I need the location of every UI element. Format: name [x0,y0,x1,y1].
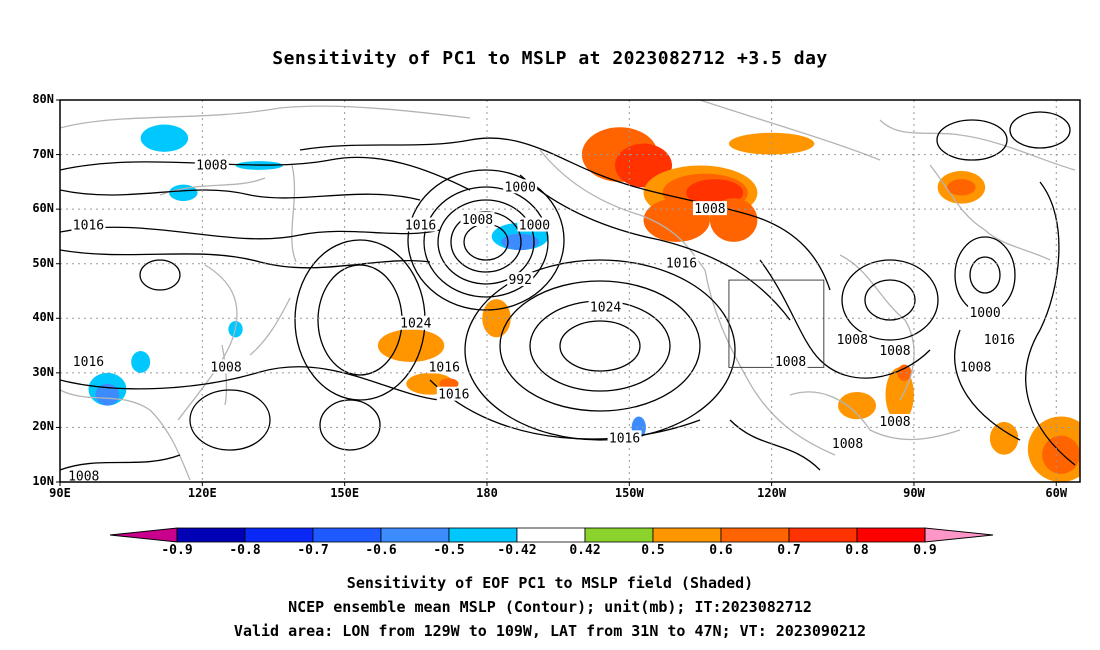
contour-label: 1008 [196,158,227,173]
shaded-region-14 [885,367,914,422]
colorbar-label: -0.5 [433,543,465,558]
colorbar-label: -0.7 [297,543,329,558]
contour-label: 1000 [505,180,536,195]
shaded-region-17 [989,421,1019,455]
lon-tick-label: 90E [49,486,71,500]
colorbar-swatch [652,527,722,543]
contour-label: 1008 [694,202,725,217]
lat-tick-label: 40N [32,310,54,325]
shaded-region-22 [140,124,189,152]
mslp-contour-layer [60,111,1076,471]
colorbar-swatch [584,527,654,543]
contour-label: 1024 [400,317,431,332]
colorbar-label: -0.8 [229,543,261,558]
contour-label: 1000 [969,306,1000,321]
colorbar-label: 0.7 [777,543,801,558]
lon-tick-label: 150E [330,486,360,500]
lat-tick-label: 30N [32,364,54,379]
shaded-region-15 [897,364,912,382]
contour-label: 1016 [73,355,104,370]
lon-tick-label: 120E [187,486,217,500]
contour-label: 1000 [519,219,550,234]
shaded-region-11 [377,329,445,362]
colorbar-label: -0.6 [365,543,397,558]
contour-label: 1016 [666,257,697,272]
colorbar-swatch [720,527,790,543]
colorbar-swatch [448,527,518,543]
footer-line-2: NCEP ensemble mean MSLP (Contour); unit(… [288,598,812,616]
shaded-region-26 [95,383,120,406]
lat-tick-label: 20N [32,419,54,434]
shaded-region-23 [169,184,198,201]
contour-label: 1008 [960,360,991,375]
colorbar [109,527,994,543]
contour-label: 992 [508,273,531,288]
footer-line-1: Sensitivity of EOF PC1 to MSLP field (Sh… [346,574,754,592]
footer-line-3: Valid area: LON from 129W to 109W, LAT f… [233,622,867,640]
colorbar-label: 0.9 [913,543,937,558]
graticule [60,100,1080,482]
contour-label: 1024 [590,300,621,315]
colorbar-label: 0.5 [641,543,665,558]
shaded-region-16 [838,391,876,420]
lat-tick-label: 50N [32,255,54,270]
colorbar-swatch [516,527,586,543]
lat-tick-label: 70N [32,146,54,161]
contour-label: 1008 [775,355,806,370]
colorbar-label: -0.42 [497,543,537,558]
chart-title: Sensitivity of PC1 to MSLP at 2023082712… [272,48,828,69]
colorbar-swatch [856,527,926,543]
contour-label: 1008 [837,333,868,348]
colorbar-swatch [176,527,246,543]
contour-label-layer: 1008 1000 1008 1008 1000 1016 1016 1016 992 1024 1… [66,157,1017,485]
colorbar-swatch [244,527,314,543]
lon-tick-label: 180 [476,486,498,500]
colorbar-label: 0.42 [569,543,601,558]
contour-label: 1016 [429,360,460,375]
colorbar-swatch [788,527,858,543]
colorbar-label: 0.6 [709,543,733,558]
shaded-region-19 [1042,435,1080,474]
colorbar-swatch [380,527,450,543]
lon-tick-label: 60W [1045,486,1068,500]
colorbar-swatch [312,527,382,543]
shaded-region-21 [501,233,540,251]
contour-label: 1016 [438,388,469,403]
contour-label: 1016 [609,431,640,446]
contour-label: 1008 [879,344,910,359]
contour-label: 1008 [462,213,493,228]
colorbar-label: -0.9 [161,543,193,558]
contour-label: 1008 [832,437,863,452]
colorbar-label: 0.8 [845,543,869,558]
shaded-region-13 [439,378,459,390]
shaded-region-27 [131,351,151,373]
shaded-region-9 [947,179,976,196]
contour-label: 1016 [984,333,1015,348]
colorbar-low-triangle [109,527,178,543]
contour-label: 1008 [879,415,910,430]
contour-label: 1016 [405,219,436,234]
colorbar-high-triangle [924,527,994,543]
lat-tick-label: 60N [32,201,54,216]
plot-frame [59,99,1081,483]
lon-tick-label: 150W [614,486,644,500]
contour-label: 1016 [73,219,104,234]
lon-tick-label: 120W [757,486,787,500]
lat-tick-label: 80N [32,92,54,106]
contour-label: 1008 [68,470,99,485]
coastline-layer [60,100,1076,481]
lon-tick-label: 90W [903,486,925,500]
contour-label: 1008 [210,360,241,375]
lat-tick-label: 10N [32,474,54,488]
